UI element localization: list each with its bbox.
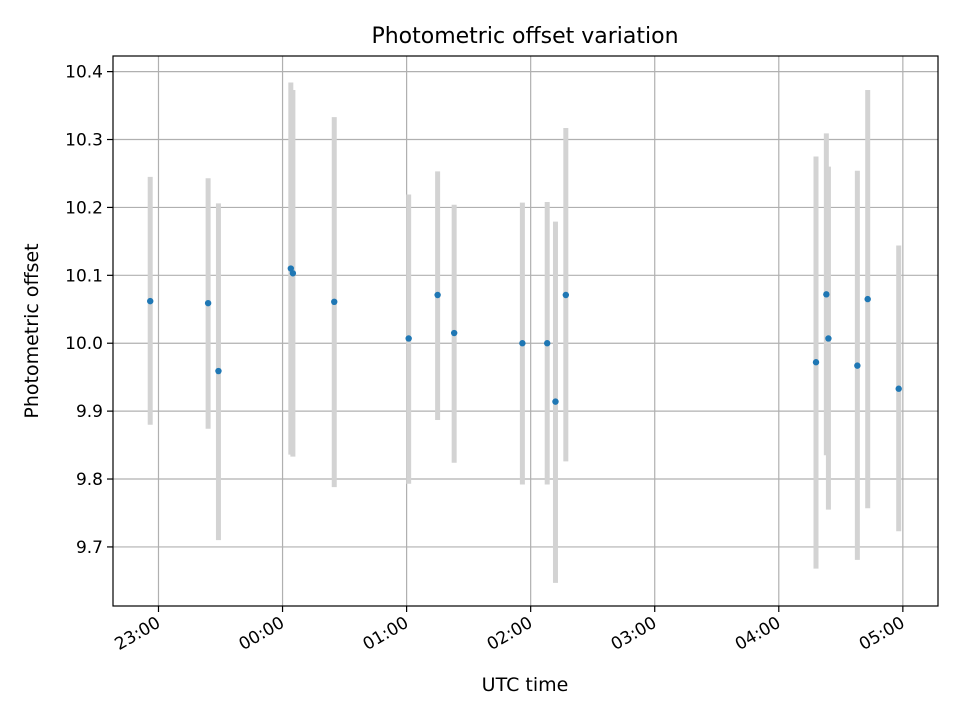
y-axis-label: Photometric offset (21, 243, 43, 418)
data-points (147, 265, 902, 405)
y-tick-label: 10.3 (65, 131, 103, 151)
data-point (823, 291, 830, 298)
plot-area-frame (112, 55, 939, 607)
y-tick-label: 9.9 (76, 402, 103, 422)
data-point (215, 367, 222, 375)
data-point (812, 359, 820, 366)
data-point (552, 398, 559, 405)
data-point (562, 291, 570, 299)
y-tick-label: 10.2 (65, 198, 103, 218)
data-point (450, 329, 458, 337)
data-point (289, 270, 297, 277)
data-point (544, 340, 551, 347)
x-axis-label: UTC time (482, 674, 569, 696)
data-point (405, 335, 412, 342)
data-point (204, 299, 212, 307)
data-point (854, 362, 861, 369)
data-point (147, 297, 154, 305)
data-point (825, 335, 832, 342)
y-axis-ticks: 9.7 9.8 9.9 10.0 10.1 10.2 10.3 10.4 (65, 63, 113, 558)
data-point (434, 291, 441, 299)
data-point (331, 298, 338, 306)
chart-title: Photometric offset variation (371, 24, 678, 49)
y-tick-label: 10.1 (65, 266, 103, 286)
data-point (895, 385, 902, 392)
data-point (864, 295, 871, 303)
y-tick-label: 10.4 (65, 63, 103, 83)
y-tick-label: 10.0 (65, 334, 103, 354)
data-point (519, 340, 526, 347)
y-tick-label: 9.7 (76, 538, 103, 558)
y-tick-label: 9.8 (76, 470, 103, 490)
